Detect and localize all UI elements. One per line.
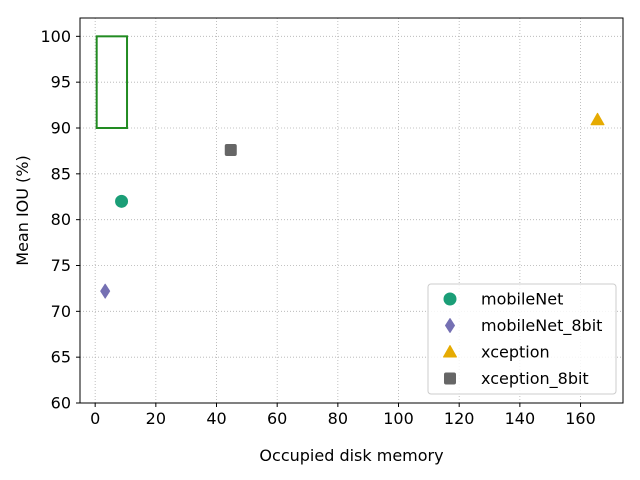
y-tick-label: 70 [51,302,71,321]
y-tick-label: 80 [51,210,71,229]
y-tick-label: 100 [40,27,71,46]
x-tick-label: 100 [383,409,414,428]
x-tick-label: 20 [146,409,166,428]
x-tick-label: 140 [505,409,536,428]
x-tick-label: 0 [90,409,100,428]
x-tick-label: 60 [267,409,287,428]
y-tick-label: 75 [51,256,71,275]
y-tick-label: 65 [51,348,71,367]
legend-label-xception_8bit: xception_8bit [481,369,589,389]
y-tick-label: 90 [51,119,71,138]
legend: mobileNet mobileNet_8bit xception xception_… [428,284,616,394]
x-tick-label: 80 [328,409,348,428]
legend-marker-xception_8bit [445,373,456,384]
legend-label-xception: xception [481,343,550,362]
y-tick-label: 85 [51,164,71,183]
x-tick-label: 40 [206,409,226,428]
x-axis-label: Occupied disk memory [259,446,443,465]
data-point-mobileNet [116,195,128,207]
x-tick-label: 160 [565,409,596,428]
y-tick-label: 60 [51,394,71,413]
legend-label-mobileNet: mobileNet [481,290,563,309]
x-tick-label: 120 [444,409,475,428]
legend-marker-mobileNet [444,293,456,305]
legend-label-mobileNet_8bit: mobileNet_8bit [481,316,602,336]
y-axis-label: Mean IOU (%) [13,155,32,265]
data-point-xception_8bit [225,145,236,156]
y-tick-label: 95 [51,73,71,92]
